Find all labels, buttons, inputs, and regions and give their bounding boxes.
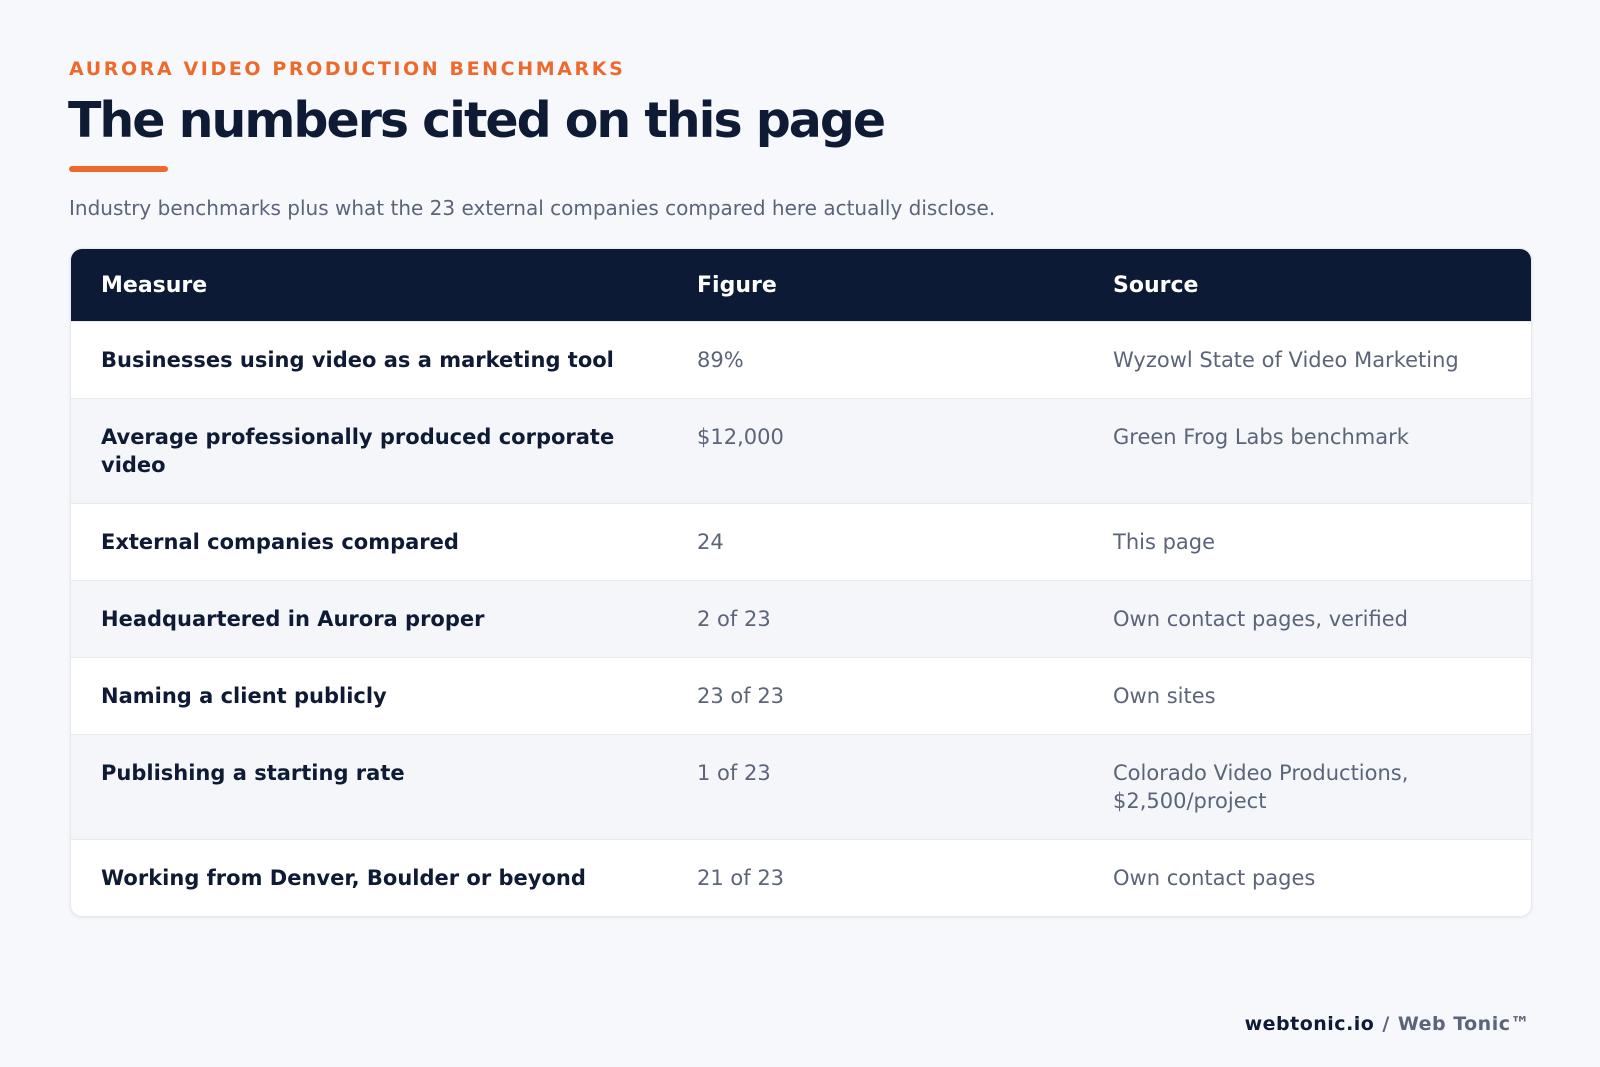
source-cell: This page xyxy=(1083,503,1531,581)
column-header: Figure xyxy=(667,249,1083,322)
measure-cell: Average professionally produced corporat… xyxy=(71,398,667,504)
accent-bar xyxy=(69,166,168,172)
table-card: Measure Figure Source Businesses using vid… xyxy=(70,248,1532,917)
footer-separator: / xyxy=(1382,1013,1390,1035)
measure-cell: Headquartered in Aurora proper xyxy=(71,580,667,658)
figure-cell: 89% xyxy=(667,321,1083,399)
measure-cell: Working from Denver, Boulder or beyond xyxy=(71,839,667,916)
column-header: Measure xyxy=(71,249,667,322)
table-row: Average professionally produced corporat… xyxy=(71,398,1531,504)
measure-cell: Publishing a starting rate xyxy=(71,734,667,840)
footer-brand: Web Tonic™ xyxy=(1397,1013,1530,1035)
column-header: Source xyxy=(1083,249,1531,322)
figure-cell: 2 of 23 xyxy=(667,580,1083,658)
table-row: External companies compared 24 This page xyxy=(71,503,1531,581)
title: The numbers cited on this page xyxy=(68,92,886,149)
source-cell: Green Frog Labs benchmark xyxy=(1083,398,1531,504)
table-row: Working from Denver, Boulder or beyond 21… xyxy=(71,839,1531,916)
subtitle: Industry benchmarks plus what the 23 ext… xyxy=(69,196,996,220)
footer: webtonic.io / Web Tonic™ xyxy=(1245,1013,1530,1035)
source-cell: Wyzowl State of Video Marketing xyxy=(1083,321,1531,399)
table-row: Publishing a starting rate 1 of 23 Colorad… xyxy=(71,734,1531,840)
source-cell: Own contact pages xyxy=(1083,839,1531,916)
source-cell: Own contact pages, verified xyxy=(1083,580,1531,658)
table: Measure Figure Source Businesses using vid… xyxy=(71,249,1531,916)
measure-cell: Businesses using video as a marketing to… xyxy=(71,321,667,399)
table-row: Naming a client publicly 23 of 23 Own site… xyxy=(71,657,1531,735)
figure-cell: 24 xyxy=(667,503,1083,581)
footer-site: webtonic.io xyxy=(1244,1013,1375,1035)
figure-cell: 1 of 23 xyxy=(667,734,1083,840)
eyebrow: AURORA VIDEO PRODUCTION BENCHMARKS xyxy=(69,58,626,80)
source-cell: Colorado Video Productions, $2,500/proje… xyxy=(1083,734,1531,840)
table-row: Headquartered in Aurora proper 2 of 23 Own… xyxy=(71,580,1531,658)
measure-cell: External companies compared xyxy=(71,503,667,581)
source-cell: Own sites xyxy=(1083,657,1531,735)
figure-cell: $12,000 xyxy=(667,398,1083,504)
measure-cell: Naming a client publicly xyxy=(71,657,667,735)
table-row: Businesses using video as a marketing to… xyxy=(71,321,1531,399)
header-row: Measure Figure Source xyxy=(71,249,1531,322)
figure-cell: 21 of 23 xyxy=(667,839,1083,916)
figure-cell: 23 of 23 xyxy=(667,657,1083,735)
